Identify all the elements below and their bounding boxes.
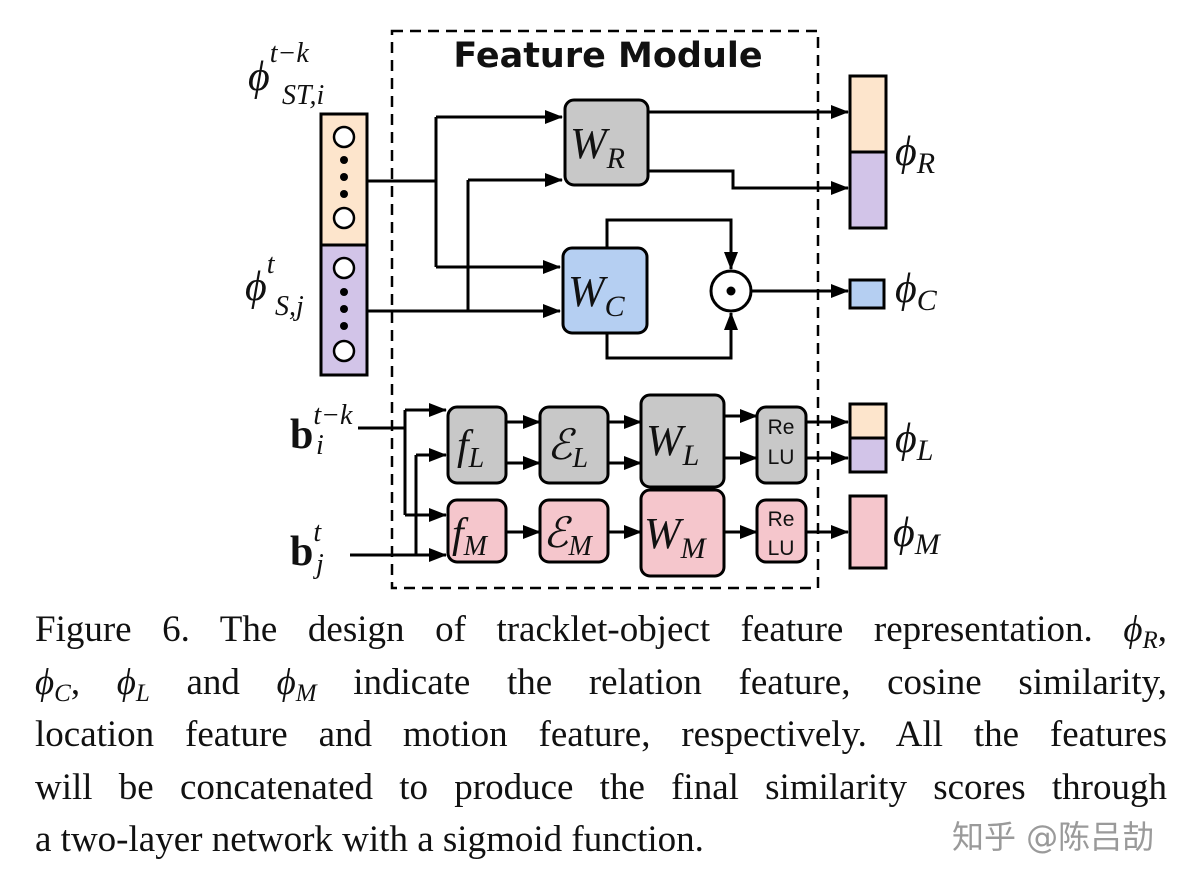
input-feature-vector [319, 112, 369, 377]
block-e-m [538, 498, 610, 564]
feature-module-diagram: Feature Module ϕt−k ST,i ϕtS,j WR WC [245, 29, 942, 590]
caption-text: location feature and motion feature, res… [35, 714, 1167, 755]
tracklet-feature-label: ϕt−k ST,i [248, 38, 324, 111]
box-tracklet-label: bt−k i [290, 400, 353, 461]
phi-c-box [848, 278, 886, 310]
caption-text: C [54, 679, 71, 707]
caption-text: a two-layer network with a sigmoid funct… [35, 819, 704, 860]
figure-caption: Figure 6. The design of tracklet-object … [35, 604, 1167, 867]
block-w-r [563, 98, 650, 187]
caption-text: ϕ [35, 661, 55, 703]
caption-text: ϕ [1123, 609, 1143, 650]
caption-text: Figure 6. The design of tracklet-object … [35, 609, 1124, 650]
block-w-m-label: WM [644, 509, 708, 565]
watermark: 知乎 @陈吕劼 [952, 818, 1155, 856]
block-w-l [639, 393, 726, 489]
location-branch [446, 393, 808, 489]
caption-text: and [149, 661, 277, 703]
block-w-r-label: WR [570, 119, 625, 175]
phi-l-top [848, 402, 888, 440]
module-title: Feature Module [453, 36, 762, 76]
phi-m-box [848, 494, 888, 570]
object-feature-label: ϕtS,j [245, 249, 304, 322]
phi-r-label: ϕR [895, 129, 935, 180]
feature-module-frame [390, 29, 820, 590]
block-w-m [639, 488, 726, 578]
motion-branch [446, 488, 808, 578]
relu-m-label: Re LU [768, 508, 795, 560]
caption-text: L [135, 679, 150, 707]
upper-connections [367, 105, 849, 360]
block-e-m-label: ℰM [543, 511, 593, 562]
caption-text: M [295, 679, 317, 707]
caption-line: ϕC, ϕL and ϕM indicate the relation feat… [35, 657, 1167, 710]
block-e-l-label: ℰL [547, 423, 588, 474]
block-e-l [538, 405, 610, 485]
box-object-label: bt j [290, 517, 324, 580]
phi-m-label: ϕM [893, 510, 942, 561]
phi-l-label: ϕL [895, 416, 933, 467]
caption-line: location feature and motion feature, res… [35, 709, 1167, 762]
caption-text: indicate the relation feature, cosine si… [316, 661, 1167, 703]
caption-text: , [70, 661, 117, 703]
lower-connections [350, 403, 849, 562]
block-w-c-label: WC [568, 267, 626, 323]
caption-text: , [1157, 609, 1167, 650]
caption-text: ϕ [116, 661, 136, 703]
block-relu-m [755, 498, 808, 564]
block-f-l [446, 405, 508, 485]
odot-icon [726, 286, 736, 296]
caption-line: a two-layer network with a sigmoid funct… [35, 814, 1167, 867]
relu-l-label: Re LU [768, 416, 795, 469]
caption-line: will be concatenated to produce the fina… [35, 762, 1167, 815]
phi-r-top [848, 74, 888, 154]
caption-text: R [1142, 627, 1158, 654]
block-relu-l [755, 405, 808, 485]
phi-c-label: ϕC [895, 266, 938, 317]
caption-text: will be concatenated to produce the fina… [35, 766, 1167, 808]
phi-r-bottom [848, 150, 888, 230]
elementwise-product-node [709, 269, 753, 313]
caption-line: Figure 6. The design of tracklet-object … [35, 604, 1167, 657]
caption-text: ϕ [276, 661, 296, 703]
block-f-m [446, 498, 508, 564]
phi-l-bottom [848, 436, 888, 474]
block-w-l-label: WL [646, 416, 699, 472]
block-w-c [561, 246, 649, 335]
